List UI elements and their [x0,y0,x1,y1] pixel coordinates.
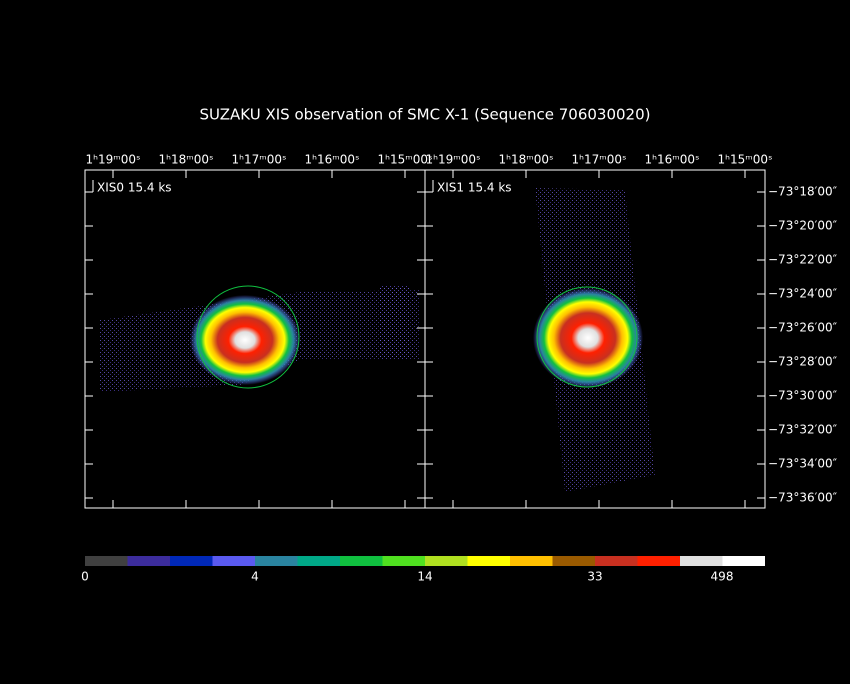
dec-tick-label: −73°28′00″ [768,355,838,369]
colorbar-segment [425,556,468,566]
colorbar-label: 4 [251,570,259,584]
title: SUZAKU XIS observation of SMC X-1 (Seque… [200,106,651,124]
dec-tick-label: −73°20′00″ [768,219,838,233]
colorbar-label: 498 [711,570,734,584]
colorbar-segment [510,556,553,566]
colorbar-segment [212,556,255,566]
ra-tick-label: 1ʰ18ᵐ00ˢ [499,153,554,167]
dec-tick-label: −73°22′00″ [768,253,838,267]
ra-tick-label: 1ʰ19ᵐ00ˢ [86,153,141,167]
panel-label: XIS0 15.4 ks [97,181,172,195]
colorbar-segment [722,556,765,566]
dec-tick-label: −73°24′00″ [768,287,838,301]
ra-tick-label: 1ʰ15ᵐ00ˢ [378,153,433,167]
xis1-image [533,188,655,492]
colorbar-segment [595,556,638,566]
colorbar-segment [382,556,425,566]
colorbar-label: 33 [587,570,602,584]
panel-frame [424,169,766,509]
dec-tick-label: −73°30′00″ [768,389,838,403]
colorbar-segment [467,556,510,566]
ra-tick-label: 1ʰ17ᵐ00ˢ [232,153,287,167]
colorbar-segment [127,556,170,566]
dec-tick-label: −73°18′00″ [768,185,838,199]
colorbar-label: 14 [417,570,432,584]
dec-tick-label: −73°26′00″ [768,321,838,335]
ra-tick-label: 1ʰ16ᵐ00ˢ [305,153,360,167]
dec-tick-label: −73°34′00″ [768,457,838,471]
colorbar-segment [552,556,595,566]
colorbar-label: 0 [81,570,89,584]
panel-label: XIS1 15.4 ks [437,181,512,195]
colorbar-segment [255,556,298,566]
colorbar-segment [680,556,723,566]
xis0-image [100,285,420,392]
ra-tick-label: 1ʰ17ᵐ00ˢ [572,153,627,167]
ra-tick-label: 1ʰ16ᵐ00ˢ [645,153,700,167]
dec-tick-label: −73°36′00″ [768,491,838,505]
colorbar-segment [340,556,383,566]
colorbar-segment [170,556,213,566]
dec-tick-label: −73°32′00″ [768,423,838,437]
ra-tick-label: 1ʰ19ᵐ00ˢ [426,153,481,167]
ra-tick-label: 1ʰ15ᵐ00ˢ [718,153,773,167]
colorbar-segment [637,556,680,566]
ra-tick-label: 1ʰ18ᵐ00ˢ [159,153,214,167]
colorbar-segment [85,556,128,566]
colorbar-segment [297,556,340,566]
